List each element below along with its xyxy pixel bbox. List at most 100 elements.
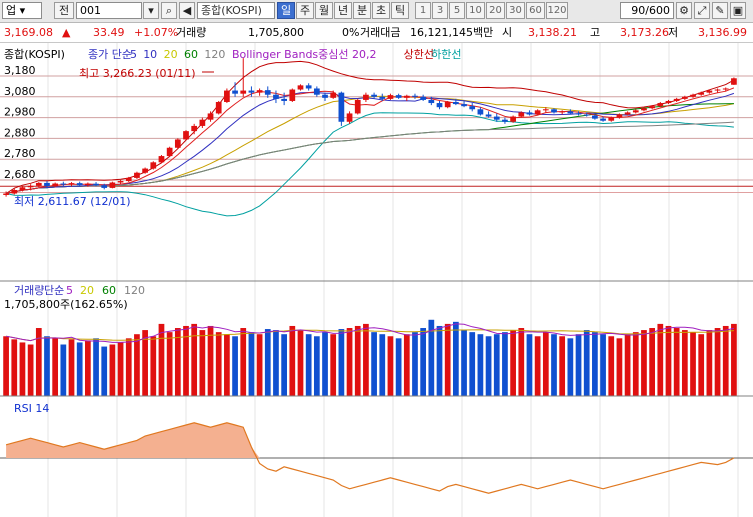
bollinger-lower-line <box>5 112 734 217</box>
volume-bar <box>461 330 467 396</box>
market-select-label: 업 <box>6 4 17 17</box>
volume-bar <box>510 330 516 396</box>
settings-button[interactable]: ⚙ <box>676 2 692 19</box>
volume-bar <box>305 334 312 396</box>
volume-bar <box>436 325 443 396</box>
candle-body <box>313 88 320 95</box>
amount-label: 거래대금 <box>360 26 401 39</box>
price-legend-name: 종합(KOSPI) <box>4 48 65 61</box>
volume-bar <box>420 328 427 396</box>
volume-bar <box>93 338 99 396</box>
interval-button-7[interactable]: 120 <box>546 2 568 19</box>
interval-button-0[interactable]: 1 <box>415 2 431 19</box>
code-dropdown-button[interactable]: ▾ <box>143 2 159 19</box>
interval-button-6[interactable]: 60 <box>526 2 545 19</box>
code-input[interactable]: 001 <box>76 2 142 19</box>
ma5-line <box>5 87 735 194</box>
volume-bar <box>428 319 435 396</box>
indicator-button[interactable]: ⤢ <box>694 2 710 19</box>
volume-bar <box>559 336 566 396</box>
volume-bar <box>3 336 9 396</box>
volume-bar <box>142 330 148 396</box>
period-button-2[interactable]: 월 <box>315 2 333 19</box>
count-field[interactable]: 90/600 <box>620 2 674 19</box>
price-tick-label: 3,180 <box>4 64 36 77</box>
candle-body <box>616 114 623 118</box>
candle-body <box>109 182 116 188</box>
price-legend-item: 120 <box>204 48 225 61</box>
volume-bar <box>363 323 369 396</box>
candle-body <box>68 183 75 185</box>
volume-bar <box>731 323 737 396</box>
price-tick-label: 2,780 <box>4 147 36 160</box>
candle-body <box>60 183 67 185</box>
candle-body <box>624 112 631 115</box>
volume-bar <box>256 334 263 396</box>
period-button-4[interactable]: 분 <box>353 2 371 19</box>
volume-bar <box>125 338 132 396</box>
period-button-0[interactable]: 일 <box>277 2 295 19</box>
amount-value: 16,121,145백만 <box>410 26 494 39</box>
volume-bar <box>690 332 696 396</box>
volume-bar <box>592 332 598 396</box>
volume-bar <box>264 329 271 396</box>
rsi-label: RSI 14 <box>14 402 49 415</box>
quote-bar: 3,169.08 ▲ 33.49 +1.07% 거래량 1,705,800 0%… <box>0 23 753 43</box>
candle-body <box>215 102 222 114</box>
market-select[interactable]: 업 ▾ <box>2 2 42 19</box>
toolbar: 업 ▾ 전 001 ▾ ⌕ ◀ 종합(KOSPI) 90/600 ⚙ ⤢ ✎ ▣… <box>0 0 753 23</box>
candle-body <box>354 99 361 114</box>
volume-bar <box>665 325 672 396</box>
price-legend-item: 하한선 <box>431 47 461 61</box>
market-tab-button[interactable]: 전 <box>54 2 74 19</box>
interval-button-3[interactable]: 10 <box>466 2 485 19</box>
volume-bar <box>485 336 492 396</box>
volume-bar <box>616 338 623 396</box>
period-button-3[interactable]: 년 <box>334 2 352 19</box>
candle-body <box>264 90 271 95</box>
candle-body <box>150 162 157 169</box>
volume-bar <box>338 329 345 396</box>
speaker-button[interactable]: ◀ <box>179 2 195 19</box>
price-legend-item: 60 <box>184 48 198 61</box>
low-label: 저 <box>668 26 679 39</box>
lock-button[interactable]: ▣ <box>730 2 746 19</box>
period-button-6[interactable]: 틱 <box>391 2 409 19</box>
interval-button-1[interactable]: 3 <box>432 2 448 19</box>
period-button-1[interactable]: 주 <box>296 2 314 19</box>
search-button[interactable]: ⌕ <box>161 2 177 19</box>
interval-button-5[interactable]: 30 <box>506 2 525 19</box>
interval-button-4[interactable]: 20 <box>486 2 505 19</box>
interval-button-2[interactable]: 5 <box>449 2 465 19</box>
candle-body <box>641 108 647 111</box>
volume-bar <box>379 334 386 396</box>
volume-bar <box>387 336 394 396</box>
volume-bar <box>706 330 713 396</box>
candle-body <box>191 125 198 132</box>
candle-body <box>403 95 410 98</box>
candle-body <box>281 98 287 101</box>
volume-bar <box>657 323 664 396</box>
candle-body <box>166 147 173 157</box>
candle-body <box>371 94 377 97</box>
search-icon: ⌕ <box>165 4 173 17</box>
volume-bar <box>60 344 67 396</box>
open-value: 3,138.21 <box>528 26 577 39</box>
chart-icon: ⤢ <box>697 4 707 17</box>
candle-body <box>420 96 427 100</box>
candle-body <box>632 110 639 113</box>
change-arrow: ▲ <box>62 26 71 39</box>
high-value: 3,173.26 <box>620 26 669 39</box>
volume-bar <box>207 325 214 396</box>
volume-bar <box>52 338 59 396</box>
draw-button[interactable]: ✎ <box>712 2 728 19</box>
period-button-5[interactable]: 초 <box>372 2 390 19</box>
candle-body <box>322 94 328 98</box>
candle-body <box>731 78 737 85</box>
low-value: 3,136.99 <box>698 26 747 39</box>
candle-body <box>600 118 606 121</box>
candle-body <box>453 102 459 105</box>
volume-bar <box>493 334 500 396</box>
volume-bar <box>27 344 34 396</box>
